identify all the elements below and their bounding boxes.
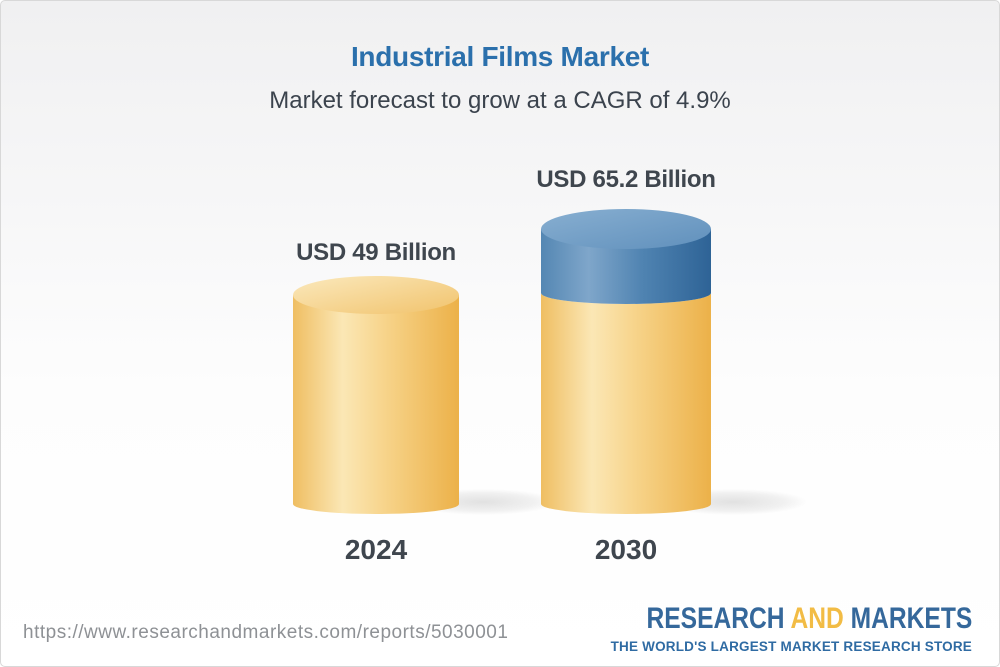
cylinder-2024 — [293, 276, 557, 515]
page-subtitle: Market forecast to grow at a CAGR of 4.9… — [269, 87, 731, 114]
logo-word-and: AND — [790, 602, 844, 635]
researchandmarkets-logo: RESEARCH AND MARKETS THE WORLD'S LARGEST… — [575, 604, 972, 655]
cylinder-2030-top — [541, 209, 711, 249]
cylinder-2030-base-segment — [541, 293, 711, 514]
logo-wordmark: RESEARCH AND MARKETS — [646, 604, 972, 634]
value-label-2030: USD 65.2 Billion — [536, 166, 716, 193]
logo-word-research: RESEARCH — [646, 602, 785, 635]
axis-label-2030: 2030 — [594, 534, 658, 565]
report-url: https://www.researchandmarkets.com/repor… — [23, 622, 509, 643]
logo-word-markets: MARKETS — [850, 602, 972, 635]
axis-label-2024: 2024 — [344, 534, 408, 565]
cylinder-2024-top — [293, 276, 459, 314]
cylinder-2024-body — [293, 295, 459, 514]
cylinder-2030-growth-segment — [541, 229, 711, 304]
cylinder-2030 — [541, 209, 807, 515]
page-title: Industrial Films Market — [350, 41, 650, 72]
value-label-2024: USD 49 Billion — [296, 239, 456, 266]
logo-tagline: THE WORLD'S LARGEST MARKET RESEARCH STOR… — [610, 639, 972, 654]
